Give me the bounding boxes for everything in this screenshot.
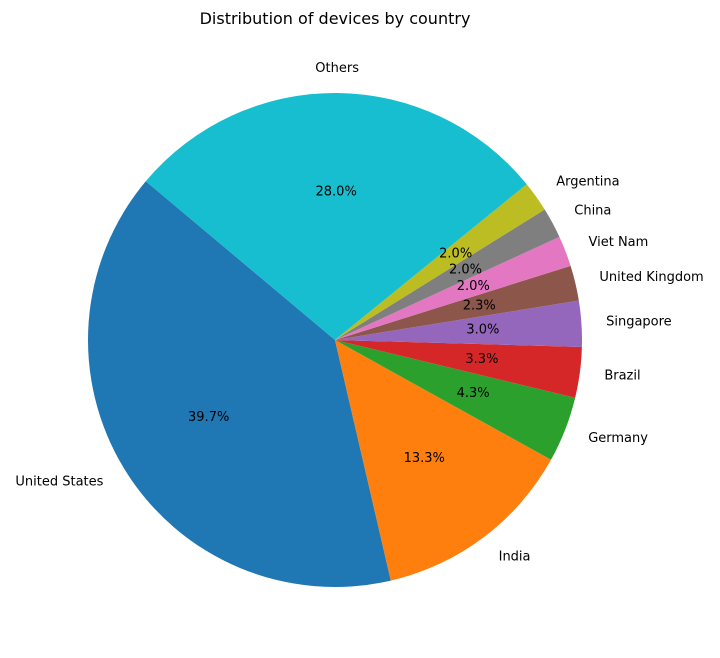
percent-label-india: 13.3% [404,451,445,466]
category-label-brazil: Brazil [604,368,640,383]
pie-slice-united-kingdom [335,265,579,340]
percent-label-germany: 4.3% [457,386,490,401]
category-label-singapore: Singapore [606,315,672,330]
pie-slice-germany [335,340,576,460]
percent-label-china: 2.0% [449,262,482,277]
category-label-germany: Germany [588,431,648,446]
chart-title: Distribution of devices by country [200,9,471,28]
percent-label-brazil: 3.3% [465,352,498,367]
percent-label-singapore: 3.0% [466,323,499,338]
percent-label-united-kingdom: 2.3% [463,298,496,313]
percent-label-others: 28.0% [316,184,357,199]
category-label-others: Others [315,61,359,76]
category-label-argentina: Argentina [556,175,619,190]
percent-label-viet-nam: 2.0% [457,279,490,294]
percent-label-united-states: 39.7% [188,410,229,425]
category-label-india: India [499,549,531,564]
pie-slice-united-states [87,181,391,588]
pie-slice-viet-nam [335,236,571,340]
pie-slice-india [335,340,552,581]
percent-label-argentina: 2.0% [439,246,472,261]
pie-slice-others [145,92,527,340]
category-label-united-kingdom: United Kingdom [599,270,703,285]
pie-slice-china [335,209,560,340]
category-labels: United States India Germany Brazil Singapore… [15,61,703,565]
percent-labels: 39.7%13.3%4.3%3.3%3.0%2.3%2.0%2.0%2.0%28… [188,184,499,466]
pie-slice-argentina [335,184,545,340]
pie-slice-brazil [335,340,582,398]
pie-slices [87,92,582,588]
pie-slice-singapore [335,300,582,347]
category-label-china: China [574,204,611,219]
category-label-viet-nam: Viet Nam [589,235,649,250]
category-label-united-states: United States [15,475,103,490]
